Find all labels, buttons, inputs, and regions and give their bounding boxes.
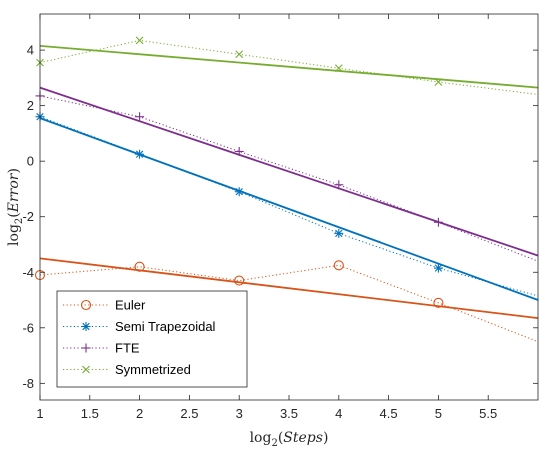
y-tick-label: -8 bbox=[22, 376, 34, 391]
fit-line-fte bbox=[39, 86, 539, 257]
data-point-euler bbox=[134, 261, 145, 272]
y-tick-label: 0 bbox=[27, 154, 34, 169]
y-tick-label: 4 bbox=[27, 43, 34, 58]
legend: Euler Semi Trapezoidal FTE Symmetrized bbox=[56, 290, 248, 388]
legend-label: Symmetrized bbox=[115, 362, 191, 377]
x-tick-label: 3 bbox=[236, 406, 243, 421]
y-tick-label: -6 bbox=[22, 320, 34, 335]
y-tick-label: -4 bbox=[22, 265, 34, 280]
legend-item-semi-trapezoidal: Semi Trapezoidal bbox=[63, 319, 216, 334]
x-tick-label: 5 bbox=[435, 406, 442, 421]
x-tick-label: 4 bbox=[335, 406, 342, 421]
data-line-semi-trapezoidal bbox=[39, 116, 539, 297]
fit-line-symmetrized bbox=[39, 45, 539, 89]
data-point-semi-trapezoidal bbox=[234, 187, 244, 197]
data-line-fte bbox=[39, 95, 539, 262]
legend-marker-symmetrized bbox=[82, 365, 90, 374]
data-point-euler bbox=[333, 260, 344, 271]
data-point-semi-trapezoidal bbox=[135, 149, 145, 159]
y-axis-label: log2(Error) bbox=[6, 168, 25, 246]
data-point-euler bbox=[433, 297, 444, 308]
data-point-fte bbox=[234, 146, 244, 156]
data-point-semi-trapezoidal bbox=[433, 263, 443, 273]
legend-item-fte: FTE bbox=[63, 341, 140, 356]
data-point-symmetrized bbox=[235, 50, 244, 59]
data-point-symmetrized bbox=[334, 64, 343, 73]
legend-label: Semi Trapezoidal bbox=[115, 319, 216, 334]
data-point-fte bbox=[433, 217, 443, 227]
data-point-symmetrized bbox=[135, 36, 144, 45]
x-tick-label: 2.5 bbox=[180, 406, 198, 421]
y-tick-label: -2 bbox=[22, 209, 34, 224]
data-point-fte bbox=[135, 112, 145, 122]
legend-marker-euler bbox=[80, 299, 92, 311]
x-tick-label: 4.5 bbox=[380, 406, 398, 421]
axes: 1 1.5 2 2.5 3 3.5 4 4.5 5 5.5 -8 -6 -4 -2 0 2 4 bbox=[22, 13, 539, 421]
x-tick-label: 5.5 bbox=[479, 406, 497, 421]
data-line-euler bbox=[39, 264, 539, 343]
data-point-fte bbox=[334, 180, 344, 190]
x-tick-label: 3.5 bbox=[280, 406, 298, 421]
x-tick-label: 2 bbox=[136, 406, 143, 421]
legend-item-symmetrized: Symmetrized bbox=[63, 362, 191, 377]
legend-marker-semi-trapezoidal bbox=[81, 322, 91, 331]
fit-line-semi-trapezoidal bbox=[39, 117, 539, 301]
x-axis-label: log2(Steps) bbox=[250, 430, 329, 449]
legend-label: FTE bbox=[115, 341, 140, 356]
data-point-symmetrized bbox=[434, 78, 443, 86]
data-point-euler bbox=[234, 275, 245, 286]
x-tick-label: 1.5 bbox=[81, 406, 99, 421]
x-tick-label: 1 bbox=[36, 406, 43, 421]
data-line-symmetrized bbox=[39, 39, 539, 95]
data-point-semi-trapezoidal bbox=[334, 228, 344, 238]
legend-marker-fte bbox=[81, 343, 91, 353]
plot-content bbox=[34, 36, 539, 343]
y-tick-label: 2 bbox=[27, 98, 34, 113]
legend-box bbox=[56, 290, 248, 388]
legend-item-euler: Euler bbox=[63, 298, 146, 313]
legend-label: Euler bbox=[115, 298, 146, 313]
